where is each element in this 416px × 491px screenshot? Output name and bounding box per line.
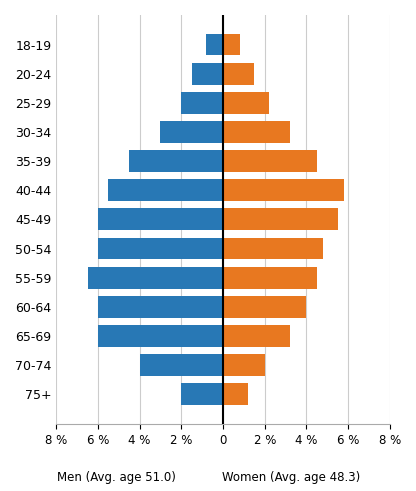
Bar	[140, 354, 223, 376]
Bar	[223, 325, 290, 347]
Bar	[223, 92, 269, 114]
Bar	[98, 296, 223, 318]
Bar	[192, 63, 223, 84]
Text: Men (Avg. age 51.0): Men (Avg. age 51.0)	[57, 471, 176, 484]
Bar	[223, 383, 248, 405]
Bar	[223, 209, 338, 230]
Bar	[87, 267, 223, 289]
Bar	[206, 33, 223, 55]
Bar	[98, 209, 223, 230]
Bar	[108, 179, 223, 201]
Bar	[223, 179, 344, 201]
Bar	[223, 238, 323, 259]
Text: Women (Avg. age 48.3): Women (Avg. age 48.3)	[222, 471, 360, 484]
Bar	[181, 383, 223, 405]
Bar	[98, 238, 223, 259]
Bar	[98, 325, 223, 347]
Bar	[223, 296, 307, 318]
Bar	[223, 121, 290, 143]
Bar	[181, 92, 223, 114]
Bar	[129, 150, 223, 172]
Bar	[223, 150, 317, 172]
Bar	[223, 63, 254, 84]
Bar	[223, 33, 240, 55]
Bar	[223, 267, 317, 289]
Bar	[161, 121, 223, 143]
Bar	[223, 354, 265, 376]
